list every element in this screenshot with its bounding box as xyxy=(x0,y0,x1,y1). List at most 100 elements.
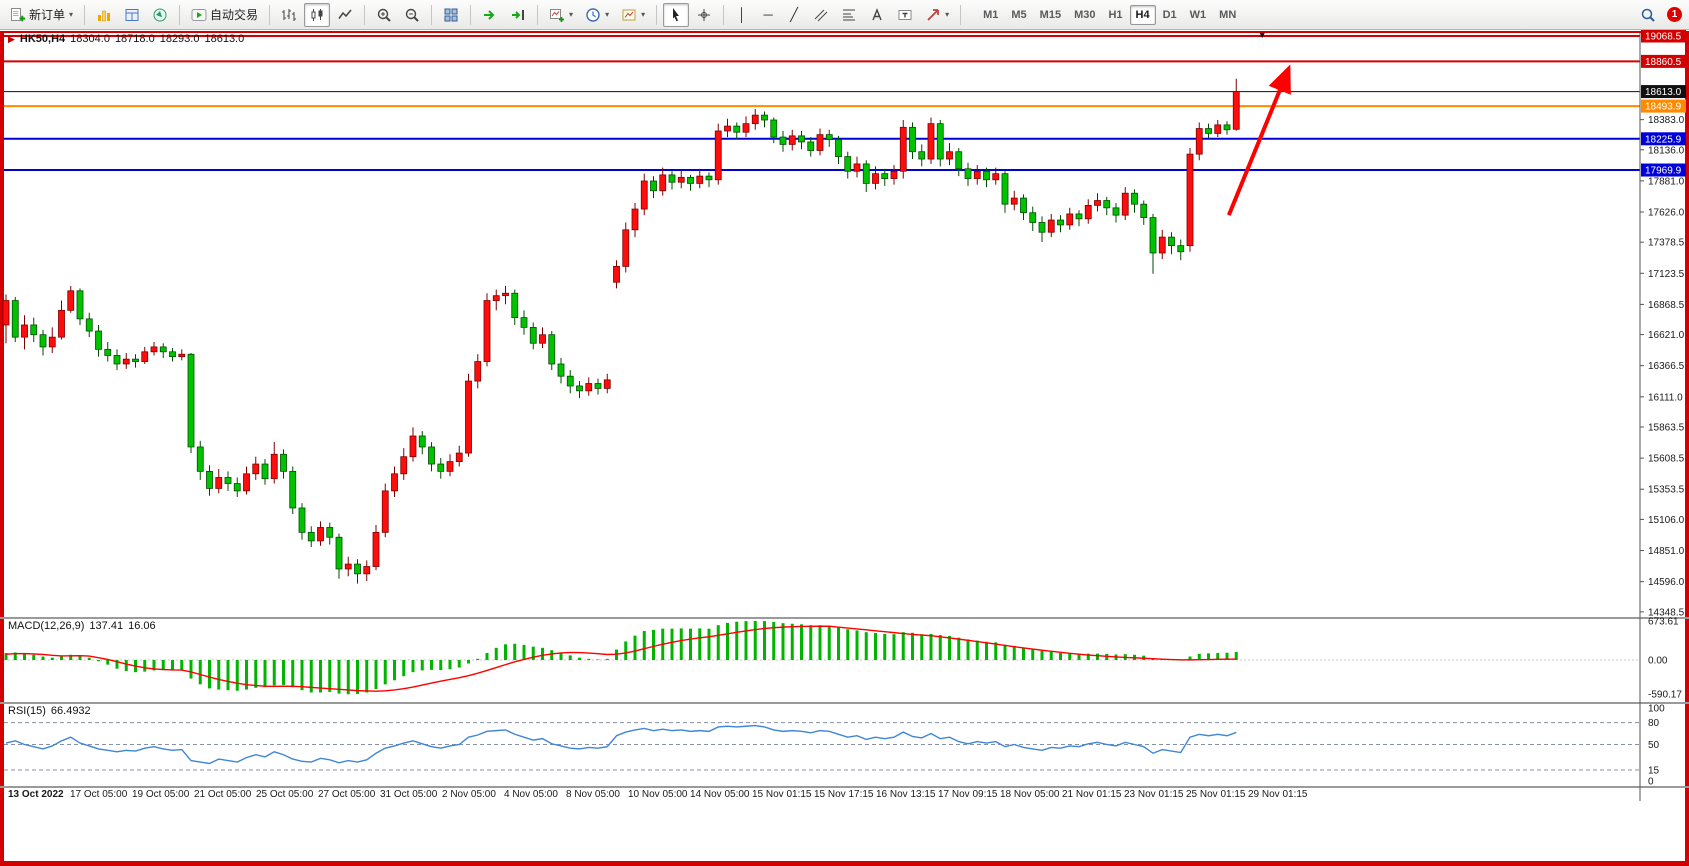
bar-chart-button[interactable] xyxy=(276,3,302,27)
channel-tool-button[interactable] xyxy=(808,3,834,27)
candle-body xyxy=(437,463,445,472)
auto-scroll-button[interactable] xyxy=(477,3,503,27)
crosshair-button[interactable] xyxy=(691,3,717,27)
new-chart-icon xyxy=(550,8,565,22)
candle-body xyxy=(224,477,232,484)
marker-triangle-icon[interactable]: ▼ xyxy=(1258,30,1267,40)
candle-body xyxy=(788,135,796,145)
candle-body xyxy=(1131,192,1138,205)
timeframe-button-h4[interactable]: H4 xyxy=(1129,4,1156,25)
text-label-tool-button[interactable] xyxy=(892,3,918,27)
price-axis-label: 17123.5 xyxy=(1648,269,1685,280)
pane-separator[interactable] xyxy=(0,702,1689,704)
time-axis-label: 16 Nov 13:15 xyxy=(876,789,936,800)
navigator-button[interactable] xyxy=(147,3,173,27)
annotations: ▼ xyxy=(1226,30,1291,216)
candle-body xyxy=(48,336,56,348)
candle-body xyxy=(289,470,297,509)
chevron-down-icon: ▾ xyxy=(945,10,950,19)
trendline-tool-button[interactable]: ╱ xyxy=(782,3,806,27)
price-tags: 19068.5 18860.5 18613.0 18493.9 18225.9 17969… xyxy=(1641,29,1686,177)
candle-body xyxy=(1029,212,1037,223)
candle-body xyxy=(474,361,482,382)
macd-scale-label: -590.17 xyxy=(1648,690,1682,701)
price-tag-19068.5 xyxy=(1641,29,1686,43)
candle-body xyxy=(1047,219,1055,233)
candle-body xyxy=(890,170,898,179)
time-axis-label: 31 Oct 05:00 xyxy=(380,789,438,800)
autotrading-button[interactable]: 自动交易 xyxy=(186,3,263,27)
candle-body xyxy=(1168,236,1175,247)
new-order-button[interactable]: 新订单 ▾ xyxy=(5,3,78,27)
zoom-out-button[interactable] xyxy=(399,3,425,27)
price-axis[interactable]: 18383.0 18136.0 17881.0 17626.0 17378.5 17123… xyxy=(1639,33,1685,801)
tile-windows-button[interactable] xyxy=(438,3,464,27)
notification-badge[interactable]: 1 xyxy=(1667,7,1682,22)
period-button[interactable]: ▾ xyxy=(580,3,614,27)
price-tag-17969.9 xyxy=(1641,163,1686,177)
macd-signal-line xyxy=(5,625,1237,692)
zoom-in-icon xyxy=(377,8,391,22)
trend-arrow[interactable] xyxy=(1226,64,1291,216)
zoom-in-button[interactable] xyxy=(371,3,397,27)
chart-shift-icon xyxy=(512,9,525,20)
price-tag-18860.5 xyxy=(1641,54,1686,68)
rsi-scale-label: 100 xyxy=(1648,704,1665,715)
price-axis-label: 18136.0 xyxy=(1648,145,1685,156)
toolbar-separator xyxy=(656,4,658,25)
time-axis[interactable]: 13 Oct 2022 17 Oct 05:00 19 Oct 05:00 21 Oc… xyxy=(8,789,1308,800)
timeframe-button-m15[interactable]: M15 xyxy=(1039,8,1062,21)
time-axis-label: 17 Nov 09:15 xyxy=(938,789,998,800)
candle-body xyxy=(335,536,343,570)
candle-body xyxy=(835,139,842,157)
fibonacci-tool-button[interactable] xyxy=(836,3,862,27)
candle-body xyxy=(1177,245,1185,253)
rsi-value: 66.4932 xyxy=(50,705,91,717)
line-chart-button[interactable] xyxy=(332,3,358,27)
candlestick-chart-button[interactable] xyxy=(304,2,331,27)
timeframe-button-w1[interactable]: W1 xyxy=(1189,8,1207,21)
trendline-icon: ╱ xyxy=(790,6,798,22)
candle-body xyxy=(159,346,167,353)
candle-body xyxy=(1038,222,1046,233)
timeframe-button-mn[interactable]: MN xyxy=(1219,8,1237,21)
chart-shift-button[interactable] xyxy=(505,3,531,27)
timeframe-button-m5[interactable]: M5 xyxy=(1011,8,1027,21)
candle-body xyxy=(557,363,565,377)
pane-separator[interactable] xyxy=(0,786,1689,788)
price-tag-label: 17969.9 xyxy=(1645,166,1682,177)
data-window-button[interactable] xyxy=(119,3,145,27)
template-button[interactable]: ▾ xyxy=(616,3,650,27)
macd-indicator-label: MACD(12,26,9) 137.41 16.06 xyxy=(8,620,156,632)
vertical-line-tool-button[interactable]: │ xyxy=(730,3,754,27)
timeframe-button-h1[interactable]: H1 xyxy=(1108,8,1123,21)
candle-body xyxy=(844,156,852,172)
pane-separator[interactable] xyxy=(0,617,1689,619)
candle-body xyxy=(2,300,10,326)
candle-body xyxy=(816,134,824,151)
macd-scale-label: 0.00 xyxy=(1648,656,1668,667)
timeframe-button-m1[interactable]: M1 xyxy=(983,8,999,21)
new-chart-button[interactable]: ▾ xyxy=(544,3,578,27)
candle-body xyxy=(770,119,778,138)
text-tool-button[interactable] xyxy=(864,3,890,27)
timeframe-button-d1[interactable]: D1 xyxy=(1162,8,1177,21)
time-axis-label: 27 Oct 05:00 xyxy=(318,789,376,800)
candle-body xyxy=(261,463,269,480)
candle-body xyxy=(307,531,315,542)
candle-body xyxy=(187,353,195,448)
one-click-trading-toggle[interactable]: ▶ xyxy=(8,34,15,44)
arrows-tool-button[interactable]: ▾ xyxy=(920,3,954,27)
candle-body xyxy=(511,292,519,319)
search-button[interactable] xyxy=(1635,3,1661,27)
cursor-button[interactable] xyxy=(663,2,690,27)
horizontal-line-tool-button[interactable]: ─ xyxy=(756,3,780,27)
new-order-label: 新订单 xyxy=(29,8,66,22)
price-axis-label: 18383.0 xyxy=(1648,115,1685,126)
candle-body xyxy=(1084,204,1092,220)
market-watch-button[interactable] xyxy=(91,3,117,27)
timeframe-button-m30[interactable]: M30 xyxy=(1074,8,1096,21)
clock-icon xyxy=(586,7,600,22)
